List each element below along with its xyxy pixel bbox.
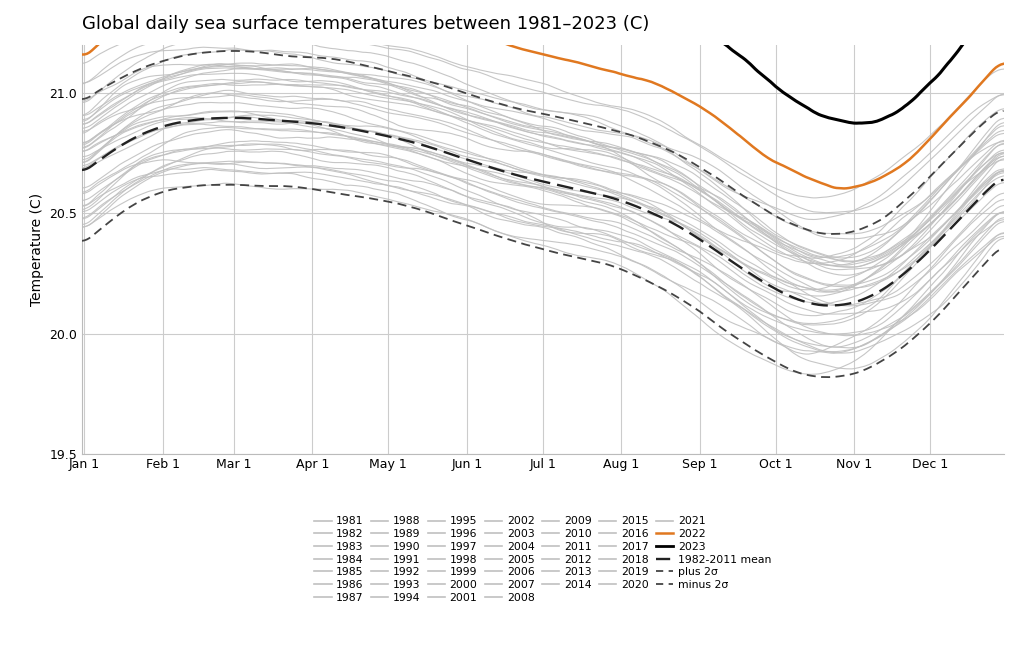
Text: Global daily sea surface temperatures between 1981–2023 (C): Global daily sea surface temperatures be… (82, 15, 649, 32)
Legend: 1981, 1982, 1983, 1984, 1985, 1986, 1987, 1988, 1989, 1990, 1991, 1992, 1993, 19: 1981, 1982, 1983, 1984, 1985, 1986, 1987… (310, 512, 775, 607)
Y-axis label: Temperature (C): Temperature (C) (30, 193, 44, 306)
